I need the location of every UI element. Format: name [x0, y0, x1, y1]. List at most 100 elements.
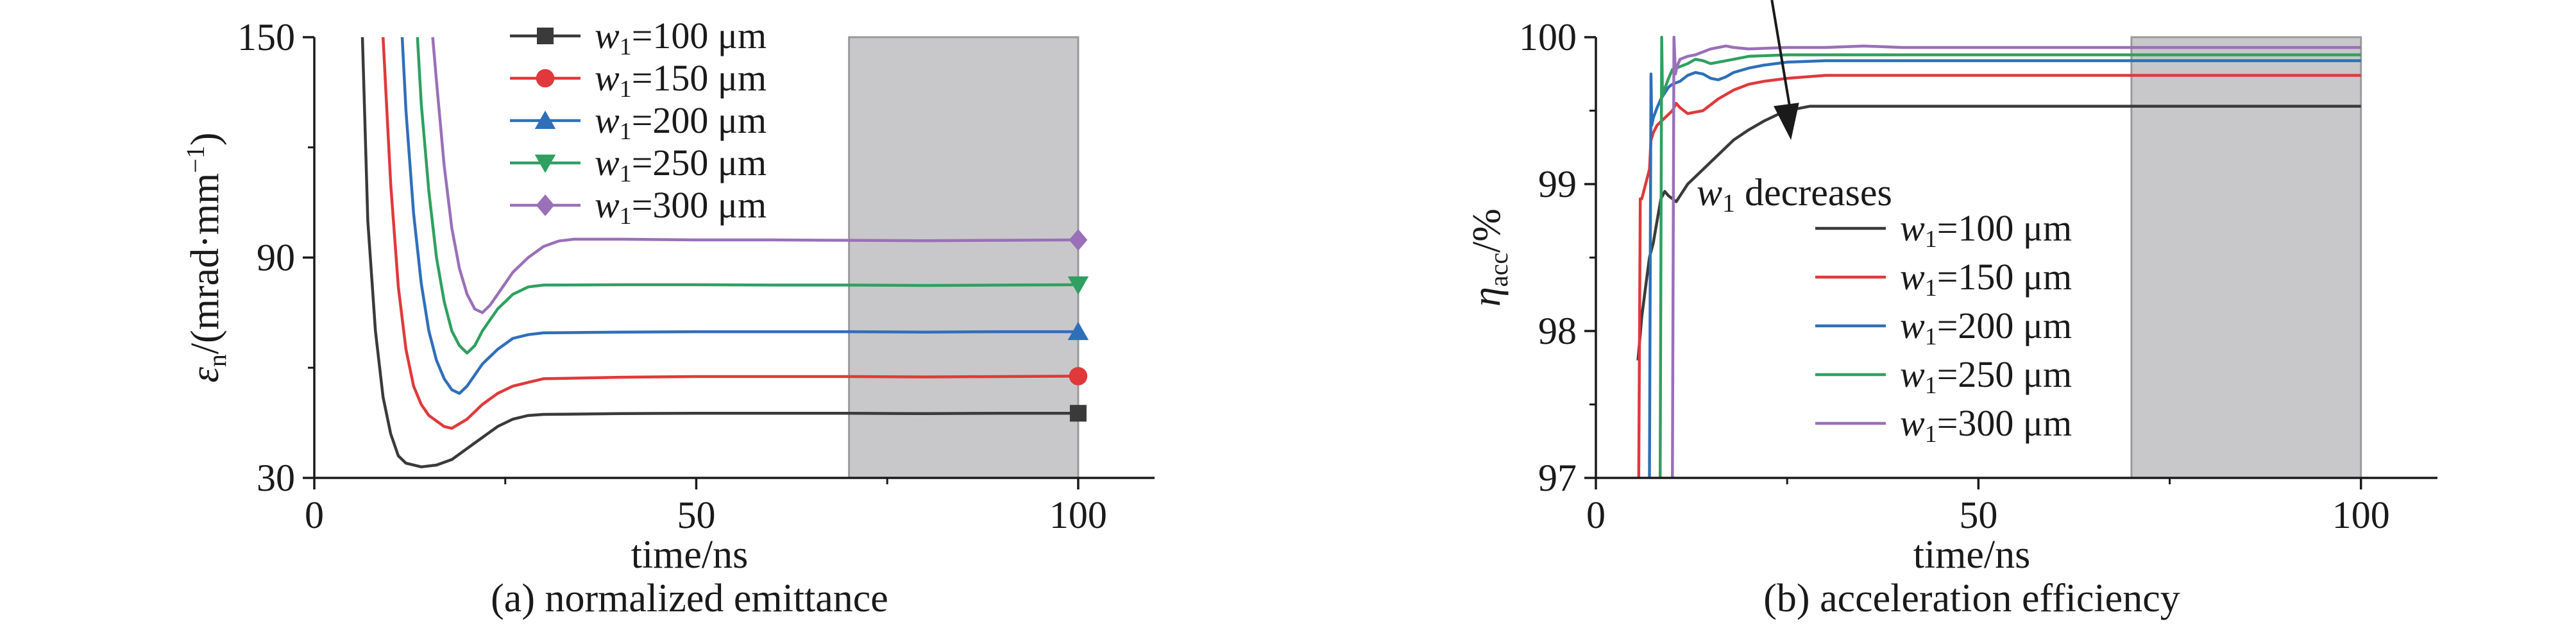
legend-name: =150 μm — [632, 57, 767, 99]
series-lines — [360, 37, 1078, 469]
legend-name: =250 μm — [1937, 353, 2072, 395]
y-tick-label: 97 — [1538, 457, 1577, 499]
legend-var: w — [1900, 402, 1925, 444]
legend-entry-0: w1=100 μm — [595, 15, 767, 60]
legend-sub: 1 — [620, 33, 632, 60]
annotation-var: w — [1697, 171, 1722, 214]
panel-b-acceleration-efficiency: 0 50 100 97 98 99 100 time/ns(b) acceleration e… — [1465, 0, 2437, 620]
y-label-subscript: n — [203, 354, 232, 367]
legend-var: w — [1900, 353, 1925, 395]
legend-sub: 1 — [1925, 372, 1937, 399]
y-tick-label: 150 — [237, 16, 295, 58]
x-axis-label: time/ns — [631, 533, 749, 577]
y-label-unit: /% — [1465, 208, 1509, 253]
y-tick-label: 90 — [257, 237, 295, 279]
x-tick-label: 50 — [1959, 494, 1997, 536]
legend-sub: 1 — [620, 203, 632, 230]
x-tick-label: 100 — [1049, 494, 1107, 536]
legend-name: =150 μm — [1937, 256, 2072, 298]
legend-var: w — [595, 184, 620, 226]
annotation-arrow-head — [1774, 103, 1799, 140]
legend-entry-2: w1=200 μm — [1900, 305, 2072, 350]
legend-name: =100 μm — [1937, 207, 2072, 249]
series-line-2 — [1648, 59, 2361, 478]
y-label-symbol: ε — [183, 367, 227, 383]
legend-swatch-marker-2 — [534, 110, 556, 129]
x-tick-label: 100 — [2332, 494, 2390, 536]
legend-sub: 1 — [620, 118, 632, 145]
legend-entry-1: w1=150 μm — [1900, 256, 2072, 301]
annotation-label: decreases — [1735, 171, 1892, 214]
annotation-sub: 1 — [1722, 189, 1735, 217]
annotation-text: w1 decreases — [1697, 171, 1892, 217]
y-tick-label: 30 — [257, 457, 295, 499]
legend-name: =300 μm — [1937, 402, 2072, 444]
series-line-0 — [360, 37, 1078, 469]
y-tick-label: 98 — [1538, 310, 1577, 352]
legend-var: w — [595, 57, 620, 99]
y-label-superscript: −1 — [181, 146, 210, 173]
series-line-2 — [400, 37, 1078, 395]
legend-sub: 1 — [620, 160, 632, 187]
panel-caption: (a) normalized emittance — [491, 577, 888, 620]
legend-entry-1: w1=150 μm — [595, 57, 767, 103]
legend-name: =250 μm — [632, 142, 767, 183]
legend-var: w — [1900, 207, 1925, 249]
legend-entry-2: w1=200 μm — [595, 99, 767, 145]
legend-var: w — [1900, 305, 1925, 346]
y-tick-label: 100 — [1519, 16, 1577, 58]
x-axis-label: time/ns — [1913, 533, 2031, 577]
series-end-marker-2 — [1067, 321, 1089, 341]
legend-var: w — [595, 99, 620, 141]
legend-sub: 1 — [1925, 323, 1937, 350]
legend-entry-3: w1=250 μm — [595, 142, 767, 187]
series-end-marker-0 — [1069, 405, 1087, 422]
legend-swatch-marker-3 — [534, 155, 556, 173]
legend-sub: 1 — [1925, 275, 1937, 301]
panel-caption: (b) acceleration efficiency — [1763, 577, 2180, 620]
legend-swatch-marker-1 — [536, 69, 555, 88]
x-tick-label: 50 — [677, 494, 715, 536]
legend-name: =200 μm — [632, 99, 767, 141]
series-line-3 — [1658, 35, 2361, 478]
legend-sub: 1 — [1925, 226, 1937, 253]
y-axis-label: ηacc/% — [1465, 208, 1513, 307]
legend-swatch-marker-0 — [537, 28, 554, 44]
series-line-1 — [381, 37, 1078, 430]
legend-entry-0: w1=100 μm — [1900, 207, 2072, 253]
legend-name: =300 μm — [632, 184, 767, 226]
legend-sub: 1 — [620, 76, 632, 103]
series-line-4 — [1671, 35, 2361, 478]
y-label-close: ) — [183, 132, 227, 146]
legend-var: w — [595, 142, 620, 183]
x-tick-label: 0 — [305, 494, 324, 536]
legend-swatch-marker-4 — [536, 194, 555, 216]
legend-entry-4: w1=300 μm — [1900, 402, 2072, 448]
legend-var: w — [595, 15, 620, 56]
y-axis-label: εn/(mrad·mm−1) — [181, 132, 232, 382]
legend-entry-4: w1=300 μm — [595, 184, 767, 230]
y-label-subscript: acc — [1484, 253, 1513, 287]
legend-name: =100 μm — [632, 15, 767, 56]
series-lines — [1636, 35, 2361, 478]
legend-name: =200 μm — [1937, 305, 2072, 346]
legend-var: w — [1900, 256, 1925, 298]
legend-entry-3: w1=250 μm — [1900, 353, 2072, 399]
y-tick-label: 99 — [1538, 163, 1577, 205]
series-end-marker-1 — [1069, 367, 1088, 386]
shaded-region — [848, 36, 1080, 479]
legend-sub: 1 — [1925, 421, 1937, 448]
series-line-3 — [416, 37, 1078, 355]
panel-a-normalized-emittance: 0 50 100 30 90 150 time/ns(a) normalized emitt… — [181, 15, 1155, 620]
series-end-marker-3 — [1067, 276, 1089, 295]
y-label-unit: /(mrad·mm — [183, 173, 227, 354]
shaded-region — [2130, 36, 2362, 479]
x-tick-label: 0 — [1586, 494, 1606, 536]
annotation-arrow-shaft — [1770, 0, 1793, 115]
series-line-4 — [431, 37, 1078, 314]
y-label-symbol: η — [1465, 287, 1509, 307]
series-end-marker-4 — [1069, 229, 1088, 251]
